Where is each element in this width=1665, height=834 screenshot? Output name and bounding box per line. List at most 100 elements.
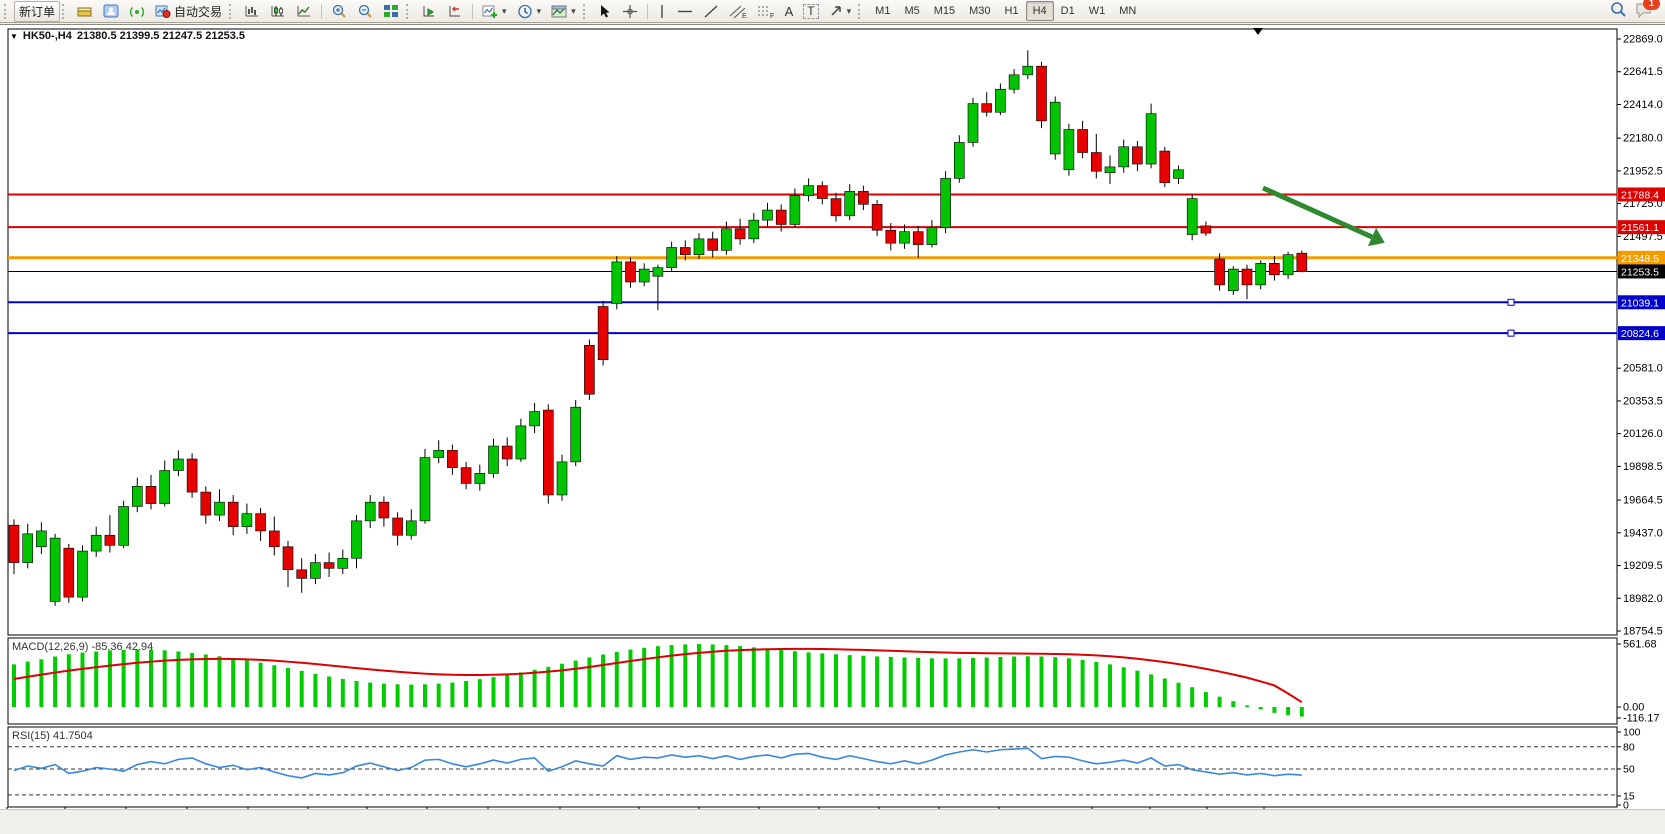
- level-price-box: [1618, 295, 1665, 310]
- timeframe-button-H1[interactable]: H1: [1004, 5, 1019, 17]
- macd-histogram-bar: [943, 658, 948, 707]
- candle: [351, 520, 362, 559]
- timeframe-button-M1[interactable]: M1: [875, 5, 891, 17]
- macd-axis-label: 0.00: [1623, 702, 1644, 714]
- level-line-handle[interactable]: [1507, 298, 1515, 306]
- cursor-tool-button[interactable]: [593, 1, 617, 22]
- candle: [447, 450, 458, 468]
- candlestick-series[interactable]: [8, 50, 1308, 606]
- candle: [474, 473, 486, 484]
- candle: [1049, 101, 1061, 155]
- timeframe-toolbar: M1 M5 M15 M30 H1 H4 D1 W1 MN: [868, 1, 1143, 21]
- clock-icon: [517, 4, 533, 19]
- macd-histogram-bar: [655, 646, 660, 707]
- candle: [433, 450, 445, 458]
- level-price-box: [1618, 220, 1665, 235]
- macd-histogram-bar: [53, 656, 58, 707]
- auto-scroll-button[interactable]: [416, 1, 442, 22]
- candle: [255, 513, 266, 532]
- candle: [748, 219, 760, 240]
- arrows-dropdown[interactable]: ▾: [824, 1, 857, 22]
- autotrading-button[interactable]: 自动交易: [150, 1, 227, 22]
- macd-histogram-bar: [1053, 657, 1058, 707]
- indicators-dropdown[interactable]: ▾: [477, 1, 512, 22]
- candle: [775, 209, 787, 225]
- timeframe-button-M30[interactable]: M30: [969, 5, 991, 17]
- crosshair-tool-button[interactable]: [617, 1, 643, 22]
- candle: [967, 103, 979, 143]
- chart-window[interactable]: ▼ HK50-,H4 21380.5 21399.5 21247.5 21253…: [0, 24, 1665, 823]
- macd-histogram-bar: [724, 645, 729, 707]
- price-chart-canvas[interactable]: 22869.022641.522414.022180.021952.521725…: [0, 25, 1665, 823]
- candle: [625, 261, 636, 283]
- candle: [364, 501, 376, 522]
- candle: [816, 185, 828, 199]
- chart-shift-button[interactable]: [442, 1, 468, 22]
- candle: [405, 520, 417, 536]
- periods-dropdown[interactable]: ▾: [512, 1, 547, 22]
- candle: [186, 458, 198, 493]
- toolbar-grip[interactable]: [858, 3, 864, 19]
- level-line-handle[interactable]: [1507, 329, 1515, 337]
- text-tool[interactable]: A: [780, 1, 799, 22]
- toolbar-grip[interactable]: [62, 3, 68, 19]
- text-label-tool[interactable]: T: [798, 1, 823, 22]
- candle: [132, 486, 143, 507]
- price-tick-label: 22180.0: [1623, 133, 1663, 145]
- candle: [584, 345, 595, 395]
- candle: [652, 267, 664, 277]
- macd-histogram-bar: [66, 654, 71, 707]
- toolbar-grip[interactable]: [406, 3, 412, 19]
- timeframe-button-D1[interactable]: D1: [1060, 5, 1075, 17]
- timeframe-button-M15[interactable]: M15: [933, 5, 956, 17]
- search-icon[interactable]: [1610, 1, 1627, 21]
- macd-histogram-bar: [820, 653, 825, 707]
- candle: [460, 467, 472, 484]
- candle: [488, 445, 499, 474]
- notifications-button[interactable]: 1: [1635, 0, 1660, 21]
- tile-windows-button[interactable]: [378, 1, 404, 22]
- horizontal-line-tool[interactable]: [672, 1, 698, 22]
- profile-button[interactable]: [98, 1, 124, 22]
- macd-histogram-bar: [929, 658, 934, 707]
- new-order-button[interactable]: 新订单: [14, 0, 61, 22]
- timeframe-button-MN[interactable]: MN: [1119, 5, 1137, 17]
- chart-shift-marker[interactable]: [1253, 28, 1263, 35]
- macd-histogram-bar: [546, 666, 551, 707]
- candle: [789, 195, 801, 225]
- macd-histogram-bar: [806, 652, 811, 707]
- fibonacci-tool[interactable]: F: [752, 1, 780, 22]
- trend-arrow[interactable]: [1261, 185, 1374, 240]
- timeframe-button-H4[interactable]: H4: [1025, 1, 1054, 21]
- macd-histogram-bar: [984, 657, 989, 707]
- timeframe-button-W1[interactable]: W1: [1088, 5, 1106, 17]
- chart-symbol-period: HK50-,H4: [22, 30, 72, 42]
- zoom-in-button[interactable]: [326, 1, 352, 22]
- macd-histogram-bar: [587, 657, 592, 707]
- signals-button[interactable]: [124, 1, 150, 22]
- macd-pane[interactable]: [7, 637, 1618, 725]
- level-price-box-label: 21561.1: [1621, 222, 1659, 234]
- trendline-tool[interactable]: [698, 1, 724, 22]
- line-chart-button[interactable]: [291, 1, 317, 22]
- toolbar-grip[interactable]: [582, 3, 589, 19]
- equidistant-channel-tool[interactable]: E: [724, 1, 752, 22]
- collapse-triangle-icon[interactable]: ▼: [10, 31, 18, 41]
- main-price-pane[interactable]: [7, 28, 1618, 636]
- macd-histogram-bar: [423, 684, 427, 707]
- charts-button[interactable]: [72, 1, 98, 22]
- candle: [762, 209, 773, 221]
- vertical-line-tool[interactable]: [652, 1, 672, 22]
- rsi-pane[interactable]: [7, 726, 1618, 808]
- level-price-box-label: 21788.4: [1621, 189, 1659, 201]
- timeframe-button-M5[interactable]: M5: [904, 5, 920, 17]
- zoom-out-button[interactable]: [352, 1, 378, 22]
- toolbar-grip[interactable]: [4, 3, 10, 19]
- bar-chart-button[interactable]: [239, 1, 265, 22]
- templates-dropdown[interactable]: ▾: [546, 1, 581, 22]
- candle: [8, 524, 20, 563]
- price-tick-label: 20126.0: [1623, 428, 1663, 440]
- toolbar-grip[interactable]: [229, 3, 235, 19]
- candlestick-chart-button[interactable]: [265, 1, 291, 22]
- candle: [981, 103, 993, 113]
